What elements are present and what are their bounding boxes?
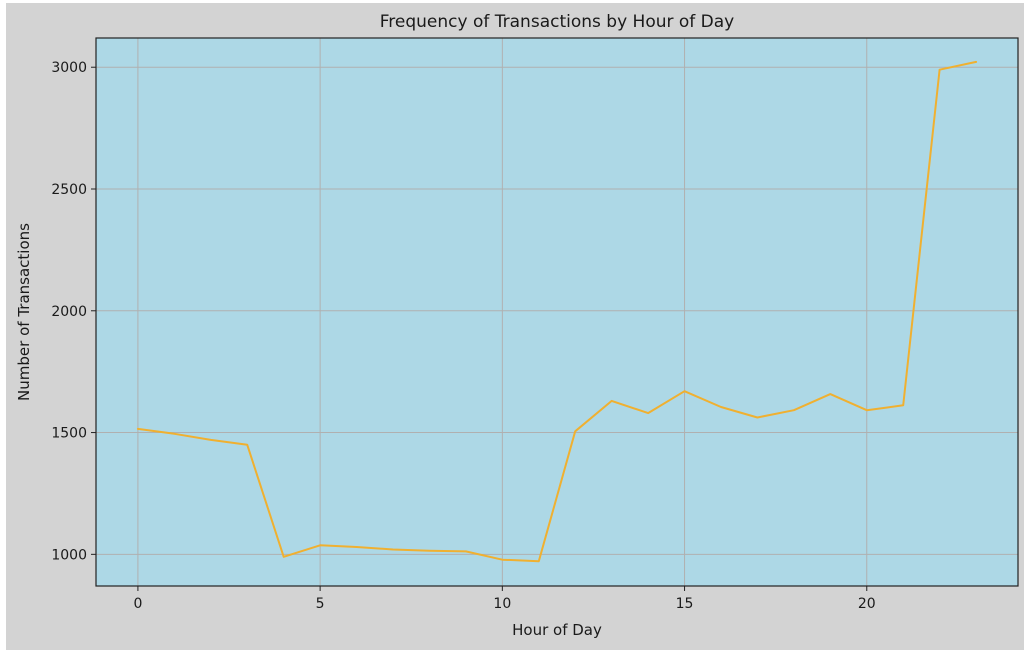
x-tick-label: 20 [858,596,876,612]
x-tick-label: 5 [316,596,325,612]
plot-area [96,38,1018,586]
x-axis-label: Hour of Day [512,621,602,639]
y-tick-label: 2500 [51,182,87,198]
y-axis: 1000 1500 2000 2500 3000 [51,60,96,563]
figure-background: Frequency of Transactions by Hour of Day… [6,3,1024,650]
plot-frame [95,37,1019,587]
y-tick-label: 3000 [51,60,87,76]
y-tick-label: 1000 [51,547,87,563]
x-tick-label: 15 [676,596,694,612]
x-axis: 0 5 10 15 20 [133,586,876,612]
y-axis-label: Number of Transactions [15,223,33,401]
x-tick-label: 10 [493,596,511,612]
grid-lines [96,38,1018,586]
y-tick-label: 1500 [51,426,87,442]
chart-title: Frequency of Transactions by Hour of Day [380,12,735,32]
x-tick-label: 0 [133,596,142,612]
transactions-line [136,60,978,563]
y-tick-label: 2000 [51,304,87,320]
line-chart: Frequency of Transactions by Hour of Day… [15,12,1019,639]
